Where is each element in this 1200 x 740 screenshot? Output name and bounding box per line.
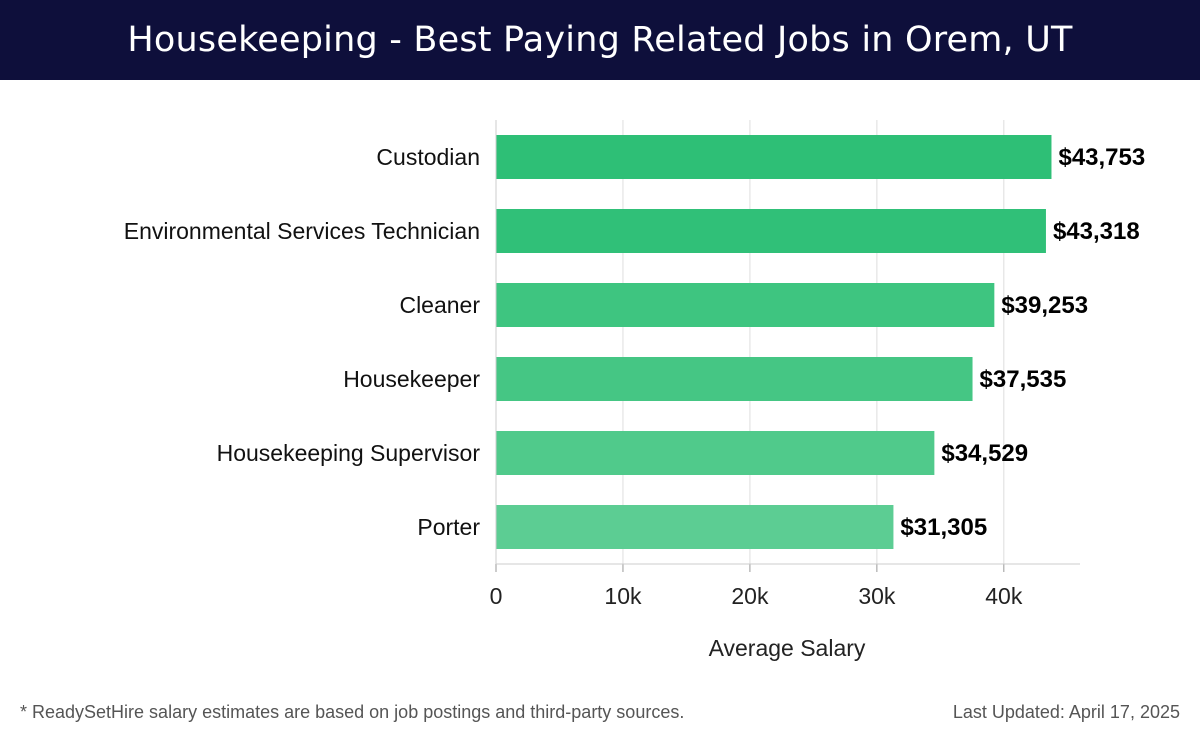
category-label: Porter	[417, 514, 480, 540]
value-label: $31,305	[900, 514, 987, 541]
grid-lines	[622, 120, 1005, 564]
x-axis: 0 10k 20k 30k 40k	[490, 120, 1080, 609]
header-bar: Housekeeping - Best Paying Related Jobs …	[0, 0, 1200, 80]
category-label: Housekeeping Supervisor	[217, 440, 481, 466]
value-label: $34,529	[941, 440, 1028, 467]
bar	[496, 505, 894, 549]
category-label: Housekeeper	[343, 366, 480, 392]
category-label: Cleaner	[399, 292, 480, 318]
bars: Custodian $43,753 Environmental Services T…	[124, 135, 1145, 549]
value-label: $43,753	[1058, 144, 1145, 171]
page-title: Housekeeping - Best Paying Related Jobs …	[127, 20, 1073, 60]
footnote: * ReadySetHire salary estimates are base…	[20, 702, 685, 722]
value-label: $39,253	[1001, 292, 1088, 319]
x-tick-label: 0	[490, 583, 503, 609]
category-label: Environmental Services Technician	[124, 218, 480, 244]
x-tick-label: 40k	[985, 583, 1023, 609]
x-tick-label: 20k	[731, 583, 769, 609]
category-label: Custodian	[376, 144, 480, 170]
last-updated: Last Updated: April 17, 2025	[952, 702, 1180, 722]
bar	[496, 357, 973, 401]
value-label: $43,318	[1053, 218, 1140, 245]
salary-bar-chart: Custodian $43,753 Environmental Services T…	[124, 120, 1145, 661]
bar	[496, 135, 1052, 179]
bar	[496, 283, 995, 327]
value-label: $37,535	[980, 366, 1067, 393]
bar	[496, 431, 935, 475]
bar	[496, 209, 1046, 253]
x-tick-label: 10k	[604, 583, 642, 609]
x-axis-label: Average Salary	[709, 635, 866, 661]
x-tick-label: 30k	[858, 583, 896, 609]
